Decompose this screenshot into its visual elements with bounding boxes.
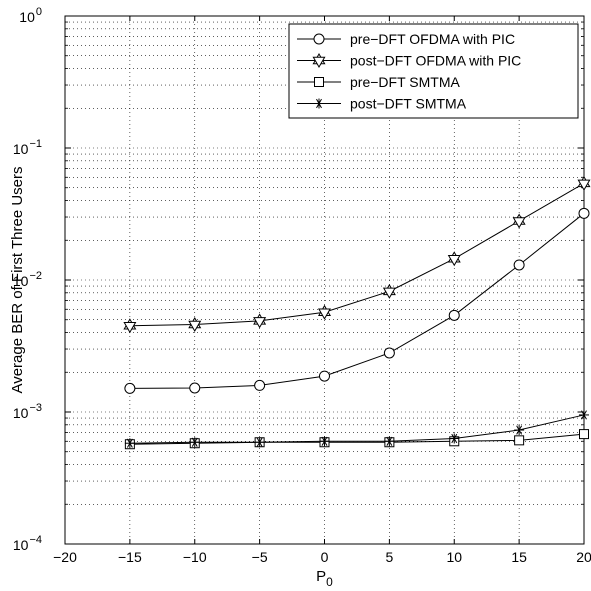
data-point-circle: [513, 259, 525, 271]
y-axis-label: Average BER of First Three Users: [9, 166, 26, 393]
data-point-asterisk: [319, 436, 330, 447]
legend-label: pre−DFT SMTMA: [350, 74, 460, 90]
data-point-star: [577, 175, 591, 191]
data-point-asterisk: [254, 437, 265, 448]
legend-label: post−DFT SMTMA: [350, 96, 467, 112]
legend-entry: pre−DFT OFDMA with PIC: [297, 31, 515, 47]
data-point-circle: [254, 379, 266, 391]
x-tick-label: −5: [252, 549, 268, 565]
x-tick-label: 15: [511, 549, 527, 565]
data-point-star: [188, 317, 202, 333]
legend-entry: post−DFT OFDMA with PIC: [297, 53, 521, 69]
data-point-asterisk: [189, 437, 200, 448]
legend-marker-square: [314, 77, 324, 87]
data-point-circle: [189, 382, 201, 394]
legend-marker-star: [312, 52, 326, 69]
data-point-star: [382, 283, 396, 299]
data-point-circle: [578, 207, 590, 219]
legend-entry: pre−DFT SMTMA: [297, 74, 460, 90]
data-point-star: [512, 213, 526, 229]
series-line: [129, 433, 585, 445]
data-point-star: [123, 318, 137, 334]
data-point-asterisk: [384, 436, 395, 447]
legend-box: [288, 23, 579, 119]
data-point-square: [579, 429, 589, 440]
x-tick-label: −20: [53, 549, 77, 565]
series-line: [129, 212, 585, 389]
series-asterisk: [124, 409, 589, 449]
series-line: [129, 414, 585, 444]
data-point-circle: [124, 382, 136, 394]
series-line: [129, 182, 585, 327]
x-tick-label: −15: [118, 549, 142, 565]
data-point-circle: [448, 309, 460, 321]
legend-label: pre−DFT OFDMA with PIC: [350, 31, 515, 47]
series-circle: [124, 207, 590, 394]
data-point-asterisk: [124, 438, 135, 449]
data-point-circle: [383, 347, 395, 359]
data-point-star: [318, 304, 331, 320]
data-point-asterisk: [579, 409, 589, 420]
data-point-star: [447, 251, 461, 267]
x-tick-label: 0: [321, 549, 329, 565]
data-point-circle: [319, 370, 330, 382]
data-point-asterisk: [514, 425, 525, 436]
data-point-star: [253, 313, 267, 329]
legend-entry: post−DFT SMTMA: [297, 96, 467, 112]
x-tick-label: 10: [446, 549, 462, 565]
x-tick-label: −10: [183, 549, 207, 565]
legend-label: post−DFT OFDMA with PIC: [350, 53, 521, 69]
series-star: [123, 175, 591, 334]
legend-marker-circle: [313, 33, 325, 45]
data-point-asterisk: [449, 433, 460, 444]
legend-marker-asterisk: [314, 98, 324, 109]
x-tick-label: 20: [576, 549, 591, 565]
data-point-square: [514, 435, 525, 446]
x-tick-label: 5: [385, 549, 393, 565]
